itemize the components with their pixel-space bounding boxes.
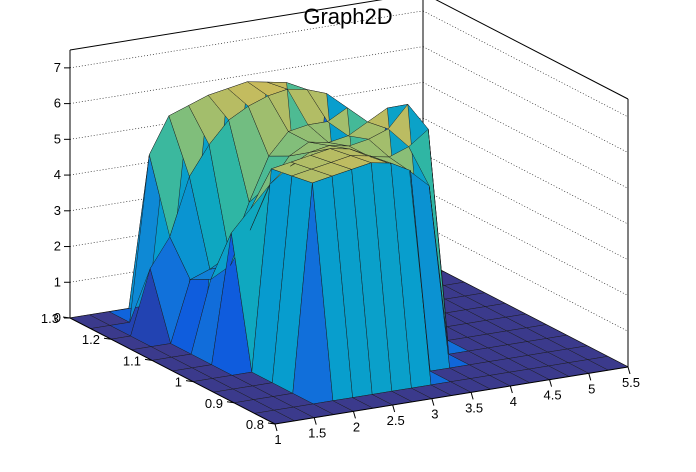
surface-mesh xyxy=(69,81,629,425)
x-tick-label: 3.5 xyxy=(465,400,483,415)
x-tick-label: 1 xyxy=(274,432,281,447)
x-tick-label: 5.5 xyxy=(622,375,640,390)
z-grid-back xyxy=(69,10,424,69)
axes-box-front xyxy=(62,316,631,432)
x-tick-label: 5 xyxy=(588,381,595,396)
y-tick-label: 1.3 xyxy=(41,311,59,326)
x-tick-label: 3 xyxy=(431,407,438,422)
z-grid-right xyxy=(422,46,629,153)
axis-back-top-edge xyxy=(69,0,383,51)
z-grid-right xyxy=(422,10,629,118)
z-tick-label: 6 xyxy=(54,96,61,111)
z-grid-right xyxy=(422,117,629,225)
z-tick-label: 1 xyxy=(54,274,61,289)
y-tick xyxy=(226,401,235,404)
x-tick xyxy=(313,417,317,425)
z-grid-right xyxy=(422,189,629,296)
y-tick-label: 1.1 xyxy=(123,353,141,368)
y-tick-label: 1 xyxy=(175,375,182,390)
z-grid-right xyxy=(422,225,629,332)
x-tick xyxy=(509,385,513,394)
z-grid-right xyxy=(422,82,629,189)
z-tick-label: 7 xyxy=(54,60,61,75)
y-tick xyxy=(267,422,276,425)
x-tick xyxy=(549,379,553,387)
x-tick-label: 4.5 xyxy=(544,388,562,403)
x-tick-label: 2.5 xyxy=(387,413,405,428)
y-tick xyxy=(62,316,71,319)
z-grid-back xyxy=(69,82,424,140)
z-tick-label: 3 xyxy=(54,203,61,218)
x-tick xyxy=(274,423,278,432)
z-grid-right xyxy=(422,153,629,261)
x-tick xyxy=(352,411,356,419)
y-tick xyxy=(144,358,153,361)
x-tick xyxy=(588,373,592,381)
y-tick-label: 1.2 xyxy=(82,332,100,347)
x-tick xyxy=(431,398,435,406)
x-tick xyxy=(470,392,474,400)
z-tick-label: 2 xyxy=(54,239,61,254)
z-tick-label: 4 xyxy=(54,167,61,182)
chart-title: Graph2D xyxy=(303,4,393,29)
x-tick-label: 1.5 xyxy=(308,426,326,441)
z-grid-back xyxy=(69,46,424,104)
z-tick-label: 0 xyxy=(54,310,61,325)
x-tick-label: 2 xyxy=(353,419,360,434)
x-tick xyxy=(392,404,396,413)
y-axis xyxy=(69,317,276,425)
x-tick-label: 4 xyxy=(510,394,517,409)
y-tick xyxy=(185,380,194,383)
y-tick xyxy=(103,337,112,340)
x-tick xyxy=(627,366,631,375)
y-tick-label: 0.9 xyxy=(205,396,223,411)
z-tick-label: 5 xyxy=(54,131,61,146)
x-axis xyxy=(274,366,629,425)
axis-right-top-edge xyxy=(435,0,629,100)
tick-labels: 0 1 2 3 4 5 6 7 1 1.5 2 2.5 3 3.5 4 4.5 5 5.5 0.8 0.9 1 1.1 1.… xyxy=(41,60,640,447)
y-tick-label: 0.8 xyxy=(246,417,264,432)
